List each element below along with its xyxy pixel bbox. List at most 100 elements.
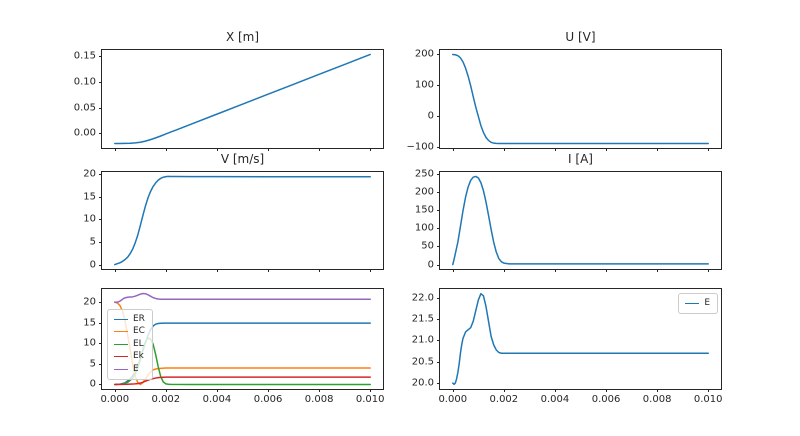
legend-entry: EC — [114, 326, 145, 339]
legend-entry: E — [114, 363, 145, 376]
legend-line-swatch — [114, 318, 128, 320]
y-tick-label: 0 — [89, 259, 96, 271]
y-tick-label: 0 — [89, 378, 96, 390]
x-tick-label: 0.008 — [304, 394, 334, 405]
y-tick-label: −100 — [406, 141, 434, 153]
x-tick-mark — [503, 389, 505, 392]
y-tick-label: 250 — [414, 168, 434, 180]
subplot-title — [440, 269, 721, 285]
y-tick-mark — [437, 173, 440, 175]
y-tick-label: 5 — [89, 236, 96, 248]
legend-entry: ER — [114, 313, 145, 326]
y-tick-mark — [437, 246, 440, 248]
x-tick-mark — [452, 269, 454, 272]
y-tick-label: 100 — [414, 79, 434, 91]
y-tick-mark — [99, 322, 102, 324]
y-tick-label: 15 — [83, 191, 96, 202]
x-tick-mark — [216, 148, 218, 151]
x-tick-mark — [606, 148, 608, 151]
subplot-x-position: X [m] 0.00 0.05 0.10 0.15 — [74, 30, 384, 151]
y-tick-mark — [437, 209, 440, 211]
x-tick-mark — [319, 269, 321, 272]
legend-line-swatch — [685, 302, 700, 304]
subplot-title — [102, 269, 383, 285]
x-tick-mark — [114, 148, 116, 151]
y-tick-mark — [99, 384, 102, 386]
y-tick-mark — [99, 196, 102, 198]
legend-entry: EL — [114, 338, 145, 351]
y-tick-mark — [437, 191, 440, 193]
x-tick-mark — [165, 389, 167, 392]
subplot-velocity: V [m/s] 0 5 10 15 20 — [83, 152, 384, 272]
x-tick-mark — [503, 269, 505, 272]
x-tick-mark — [708, 389, 710, 392]
y-tick-mark — [437, 85, 440, 87]
x-tick-mark — [114, 389, 116, 392]
x-tick-label: 0.008 — [642, 394, 672, 405]
x-tick-mark — [657, 389, 659, 392]
x-tick-label: 0.002 — [151, 394, 181, 405]
curve-canvas — [102, 50, 383, 148]
curve-canvas — [440, 172, 721, 269]
x-tick-mark — [319, 148, 321, 151]
y-tick-label: 10 — [83, 337, 96, 349]
y-tick-mark — [437, 116, 440, 118]
y-tick-label: 0.00 — [73, 127, 96, 139]
y-tick-label: 5 — [89, 358, 96, 370]
y-tick-label: 21.0 — [411, 334, 434, 346]
y-tick-label: 15 — [83, 317, 96, 329]
x-tick-label: 0.000 — [100, 394, 130, 405]
legend-label: E — [133, 363, 139, 374]
y-tick-label: 150 — [414, 204, 434, 216]
y-tick-label: 0.10 — [73, 76, 96, 88]
x-tick-mark — [268, 148, 270, 151]
curve-canvas — [102, 172, 383, 269]
y-tick-label: 0 — [427, 259, 434, 271]
y-tick-mark — [437, 361, 440, 363]
y-tick-mark — [99, 107, 102, 109]
x-tick-mark — [452, 148, 454, 151]
legend-label: Ek — [133, 351, 144, 362]
x-tick-label: 0.006 — [253, 394, 283, 405]
x-tick-mark — [606, 269, 608, 272]
x-tick-label: 0.006 — [591, 394, 621, 405]
y-tick-mark — [99, 241, 102, 243]
subplot-title: U [V] — [565, 30, 596, 44]
subplot-total-energy: 0.000 0.002 0.004 0.006 0.008 0.010 20.0 20.5 21… — [412, 288, 723, 405]
y-tick-mark — [99, 363, 102, 365]
x-tick-label: 0.004 — [540, 394, 570, 405]
y-tick-mark — [99, 219, 102, 221]
x-tick-mark — [708, 269, 710, 272]
y-tick-mark — [437, 340, 440, 342]
y-tick-label: 22.0 — [411, 292, 434, 304]
curve-canvas — [440, 289, 721, 389]
y-tick-label: 200 — [414, 48, 434, 60]
x-tick-label: 0.004 — [202, 394, 232, 405]
y-tick-label: 20 — [83, 168, 96, 180]
subplot-title: X [m] — [225, 30, 260, 44]
y-tick-label: 0.15 — [73, 50, 96, 62]
y-tick-mark — [99, 343, 102, 345]
x-tick-mark — [165, 148, 167, 151]
y-tick-label: 20.5 — [411, 356, 434, 368]
x-tick-mark — [216, 269, 218, 272]
subplot-title: I [A] — [568, 152, 593, 166]
x-tick-mark — [268, 269, 270, 272]
y-tick-label: 21.5 — [411, 313, 434, 325]
x-tick-mark — [606, 389, 608, 392]
y-tick-label: 50 — [421, 240, 434, 252]
y-tick-mark — [437, 228, 440, 230]
y-tick-mark — [99, 302, 102, 304]
x-tick-mark — [657, 148, 659, 151]
subplot-voltage: U [V] −100 0 100 200 — [407, 30, 722, 153]
y-tick-mark — [99, 264, 102, 266]
y-tick-mark — [99, 133, 102, 135]
legend-line-swatch — [114, 368, 128, 370]
y-tick-label: 20.0 — [411, 377, 434, 389]
x-tick-mark — [114, 269, 116, 272]
x-tick-mark — [165, 269, 167, 272]
curve-canvas — [440, 50, 721, 148]
legend-line-swatch — [114, 331, 128, 333]
legend-label: EL — [133, 338, 144, 349]
x-tick-mark — [657, 269, 659, 272]
